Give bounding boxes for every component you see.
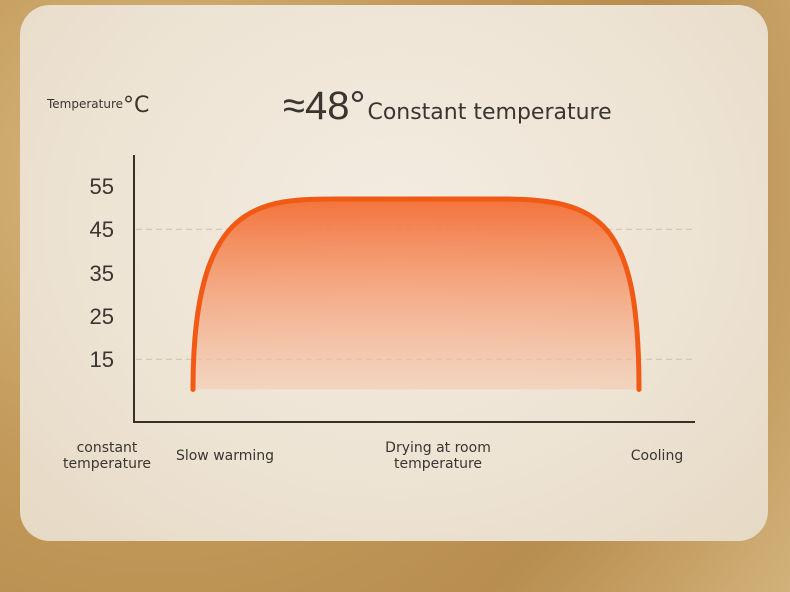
y-tick-label: 55 bbox=[89, 174, 114, 199]
headline-value: ≈48° bbox=[283, 84, 366, 128]
x-phase-label: Drying at room temperature bbox=[385, 440, 491, 472]
x-phase-label: constant temperature bbox=[63, 440, 151, 472]
y-unit-text: Temperature bbox=[47, 97, 124, 111]
y-unit-symbol: °C bbox=[123, 93, 150, 118]
chart-headline: ≈48°Constant temperature bbox=[283, 84, 612, 129]
headline-text: Constant temperature bbox=[367, 100, 612, 125]
y-tick-label: 25 bbox=[89, 304, 114, 329]
y-tick-label: 15 bbox=[89, 347, 114, 372]
y-axis-unit-label: Temperature°C bbox=[47, 93, 149, 118]
x-phase-label: Slow warming bbox=[175, 448, 275, 464]
y-tick-label: 45 bbox=[89, 217, 114, 242]
y-tick-label: 35 bbox=[89, 261, 114, 286]
x-phase-label: Cooling bbox=[630, 448, 684, 464]
temperature-curve bbox=[190, 196, 642, 393]
curve-area-fill bbox=[193, 198, 639, 390]
